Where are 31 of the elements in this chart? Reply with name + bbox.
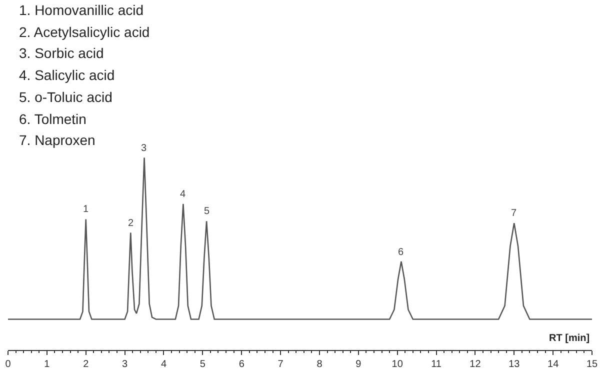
text: 4. Salicylic acid [19, 67, 115, 83]
x-tick-label: 1 [44, 359, 50, 370]
x-tick-label: 13 [508, 359, 520, 370]
annotation: 4 [180, 189, 186, 200]
x-tick-label: 6 [238, 359, 245, 370]
text: 2. Acetylsalicylic acid [19, 24, 150, 40]
x-tick-label: 4 [160, 359, 167, 370]
x-tick-label: 11 [431, 359, 442, 370]
x-tick-label: 3 [122, 359, 128, 370]
annotation: 1 [83, 204, 89, 215]
x-tick-label: 10 [392, 359, 404, 370]
x-tick-label: 5 [200, 359, 206, 370]
annotation: 2 [128, 218, 134, 229]
text: 7. Naproxen [19, 132, 96, 148]
x-tick-label: 7 [278, 359, 284, 370]
x-axis-title: RT [min] [549, 333, 590, 344]
x-tick-label: 8 [316, 359, 323, 370]
x-tick-label: 9 [356, 359, 362, 370]
x-tick-label: 12 [470, 359, 482, 370]
annotation: 5 [204, 206, 210, 217]
annotation: 7 [511, 208, 517, 219]
text: 6. Tolmetin [19, 111, 86, 127]
x-tick-label: 0 [5, 359, 12, 370]
text: 5. o-Toluic acid [19, 89, 112, 105]
annotation: 6 [398, 247, 404, 258]
text: 3. Sorbic acid [19, 45, 104, 61]
x-tick-label: 15 [586, 359, 598, 370]
text: 1. Homovanillic acid [19, 2, 144, 18]
x-tick-label: 14 [548, 359, 560, 370]
x-tick-label: 2 [83, 359, 90, 370]
annotation: 3 [141, 143, 147, 154]
